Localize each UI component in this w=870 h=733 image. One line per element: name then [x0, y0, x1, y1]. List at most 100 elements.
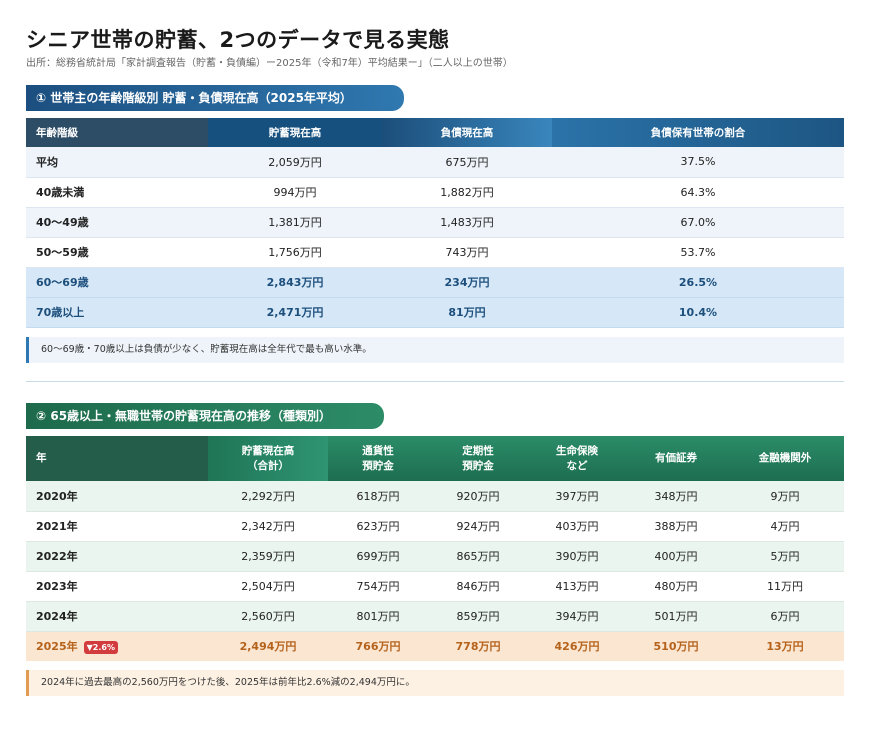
table-row: 40歳未満 994万円 1,882万円 64.3%	[26, 177, 844, 208]
cell-debt: 1,483万円	[382, 207, 552, 238]
table-row: 平均 2,059万円 675万円 37.5%	[26, 147, 844, 178]
cell-insurance: 413万円	[528, 571, 626, 602]
cell-savings: 1,381万円	[208, 207, 382, 238]
cell-age: 40歳未満	[26, 177, 208, 208]
cell-insurance: 403万円	[528, 511, 626, 542]
cell-debt: 234万円	[382, 267, 552, 298]
cell-ratio: 67.0%	[552, 207, 844, 238]
cell-time: 920万円	[428, 481, 528, 512]
cell-savings: 2,843万円	[208, 267, 382, 298]
cell-year: 2024年	[26, 601, 208, 632]
cell-insurance: 426万円	[528, 631, 626, 661]
cell-savings: 2,471万円	[208, 297, 382, 328]
cell-total: 2,494万円	[208, 631, 328, 661]
cell-securities: 400万円	[626, 541, 726, 572]
table-row: 2022年 2,359万円 699万円 865万円 390万円 400万円 5万…	[26, 541, 844, 572]
cell-age: 40〜49歳	[26, 207, 208, 238]
cell-demand: 623万円	[328, 511, 428, 542]
cell-ratio: 37.5%	[552, 147, 844, 178]
cell-securities: 501万円	[626, 601, 726, 632]
section1-note: 60〜69歳・70歳以上は負債が少なく、貯蓄現在高は全年代で最も高い水準。	[26, 337, 844, 363]
cell-other: 5万円	[726, 541, 844, 572]
cell-savings: 2,059万円	[208, 147, 382, 178]
cell-securities: 480万円	[626, 571, 726, 602]
table-row: 2024年 2,560万円 801万円 859万円 394万円 501万円 6万…	[26, 601, 844, 632]
table-row: 2023年 2,504万円 754万円 846万円 413万円 480万円 11…	[26, 571, 844, 602]
cell-time: 778万円	[428, 631, 528, 661]
cell-age: 50〜59歳	[26, 237, 208, 268]
cell-savings: 1,756万円	[208, 237, 382, 268]
header-year: 年	[26, 436, 208, 481]
table-row-highlight: 60〜69歳 2,843万円 234万円 26.5%	[26, 267, 844, 298]
header-debt: 負債現在高	[382, 118, 552, 147]
cell-demand: 699万円	[328, 541, 428, 572]
cell-other: 9万円	[726, 481, 844, 512]
cell-securities: 348万円	[626, 481, 726, 512]
cell-ratio: 64.3%	[552, 177, 844, 208]
table-row-highlight: 70歳以上 2,471万円 81万円 10.4%	[26, 297, 844, 328]
cell-insurance: 394万円	[528, 601, 626, 632]
table-header-row: 年齢階級 貯蓄現在高 負債現在高 負債保有世帯の割合	[26, 118, 844, 147]
table-row: 2020年 2,292万円 618万円 920万円 397万円 348万円 9万…	[26, 481, 844, 512]
section2-label: ② 65歳以上・無職世帯の貯蓄現在高の推移（種類別）	[26, 403, 384, 429]
cell-other: 6万円	[726, 601, 844, 632]
table-row: 2021年 2,342万円 623万円 924万円 403万円 388万円 4万…	[26, 511, 844, 542]
cell-demand: 766万円	[328, 631, 428, 661]
cell-age: 60〜69歳	[26, 267, 208, 298]
cell-total: 2,342万円	[208, 511, 328, 542]
cell-time: 924万円	[428, 511, 528, 542]
source-note: 出所：総務省統計局「家計調査報告（貯蓄・負債編）ー2025年（令和7年）平均結果…	[26, 58, 513, 69]
table-row-highlight: 2025年 ▼2.6% 2,494万円 766万円 778万円 426万円 510…	[26, 631, 844, 661]
cell-ratio: 26.5%	[552, 267, 844, 298]
cell-year: 2021年	[26, 511, 208, 542]
cell-other: 13万円	[726, 631, 844, 661]
cell-debt: 675万円	[382, 147, 552, 178]
header-non-financial: 金融機関外	[726, 436, 844, 481]
header-securities: 有価証券	[626, 436, 726, 481]
header-savings: 貯蓄現在高	[208, 118, 382, 147]
cell-ratio: 10.4%	[552, 297, 844, 328]
header-age: 年齢階級	[26, 118, 208, 147]
cell-age: 70歳以上	[26, 297, 208, 328]
section2-note: 2024年に過去最高の2,560万円をつけた後、2025年は前年比2.6%減の2…	[26, 670, 844, 696]
cell-demand: 754万円	[328, 571, 428, 602]
cell-ratio: 53.7%	[552, 237, 844, 268]
cell-year: 2022年	[26, 541, 208, 572]
cell-total: 2,359万円	[208, 541, 328, 572]
decline-badge: ▼2.6%	[83, 640, 118, 654]
cell-other: 4万円	[726, 511, 844, 542]
header-time-deposits: 定期性 預貯金	[428, 436, 528, 481]
cell-insurance: 397万円	[528, 481, 626, 512]
header-demand-deposits: 通貨性 預貯金	[328, 436, 428, 481]
cell-securities: 388万円	[626, 511, 726, 542]
cell-year: 2020年	[26, 481, 208, 512]
cell-demand: 618万円	[328, 481, 428, 512]
cell-year: 2023年	[26, 571, 208, 602]
cell-total: 2,292万円	[208, 481, 328, 512]
age-savings-table: 年齢階級 貯蓄現在高 負債現在高 負債保有世帯の割合 平均 2,059万円 67…	[26, 118, 844, 328]
header-total-savings: 貯蓄現在高 （合計）	[208, 436, 328, 481]
cell-savings: 994万円	[208, 177, 382, 208]
savings-trend-table: 年 貯蓄現在高 （合計） 通貨性 預貯金 定期性 預貯金 生命保険 など 有価証券 金融…	[26, 436, 844, 661]
table-header-row: 年 貯蓄現在高 （合計） 通貨性 預貯金 定期性 預貯金 生命保険 など 有価証券 金融…	[26, 436, 844, 481]
cell-time: 859万円	[428, 601, 528, 632]
cell-total: 2,560万円	[208, 601, 328, 632]
cell-time: 865万円	[428, 541, 528, 572]
page-title: シニア世帯の貯蓄、2つのデータで見る実態	[26, 28, 450, 52]
cell-year: 2025年 ▼2.6%	[26, 631, 208, 661]
cell-debt: 81万円	[382, 297, 552, 328]
cell-age: 平均	[26, 147, 208, 178]
section1-label: ① 世帯主の年齢階級別 貯蓄・負債現在高（2025年平均）	[26, 85, 404, 111]
cell-debt: 1,882万円	[382, 177, 552, 208]
table-row: 50〜59歳 1,756万円 743万円 53.7%	[26, 237, 844, 268]
cell-demand: 801万円	[328, 601, 428, 632]
cell-debt: 743万円	[382, 237, 552, 268]
cell-insurance: 390万円	[528, 541, 626, 572]
cell-securities: 510万円	[626, 631, 726, 661]
section-divider	[26, 381, 844, 382]
header-life-insurance: 生命保険 など	[528, 436, 626, 481]
header-debt-ratio: 負債保有世帯の割合	[552, 118, 844, 147]
table-row: 40〜49歳 1,381万円 1,483万円 67.0%	[26, 207, 844, 238]
cell-time: 846万円	[428, 571, 528, 602]
cell-total: 2,504万円	[208, 571, 328, 602]
